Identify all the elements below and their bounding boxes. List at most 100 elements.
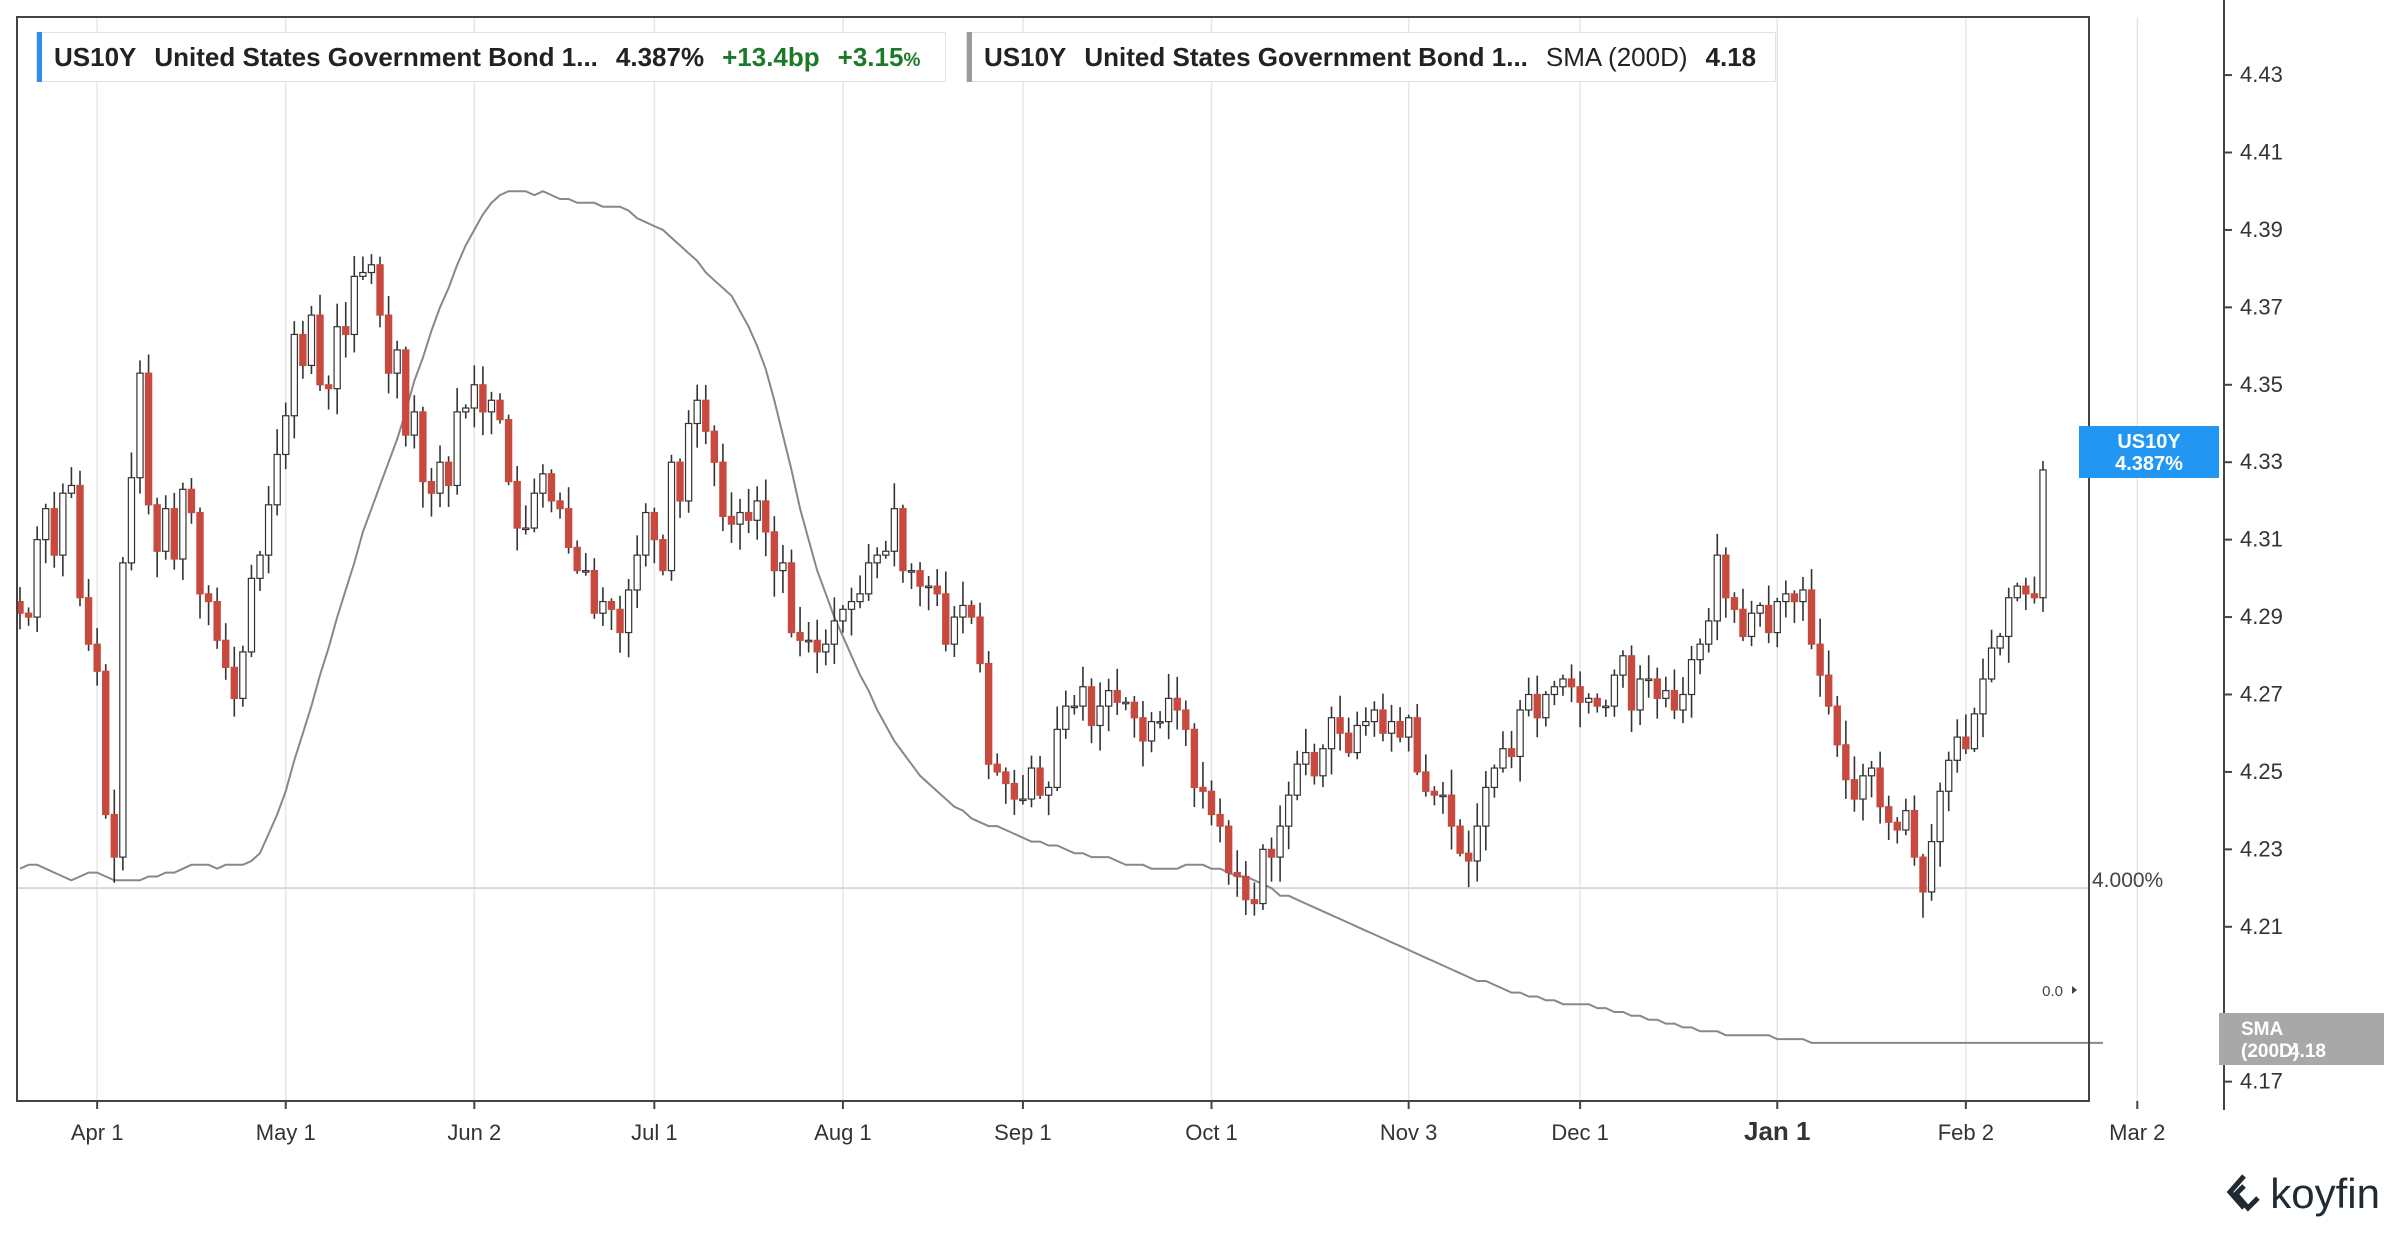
candle-37 [333, 303, 341, 415]
candle-body-33 [299, 333, 307, 367]
candle-187 [1619, 650, 1627, 688]
candle-227 [1962, 714, 1970, 754]
candle-50 [444, 456, 453, 507]
candle-body-67 [590, 570, 599, 614]
legend-secondary-name: United States Government Bond 1... [1084, 41, 1528, 72]
candle-body-63 [556, 500, 564, 510]
candle-body-18 [170, 508, 178, 560]
candle-134 [1164, 673, 1173, 740]
candle-69 [607, 598, 616, 630]
candle-body-129 [1122, 701, 1130, 705]
candle-206 [1782, 580, 1790, 618]
candle-132 [1147, 712, 1156, 753]
candle-body-54 [479, 384, 487, 413]
candle-body-115 [1002, 771, 1010, 785]
candle-9 [93, 628, 101, 686]
candle-2 [33, 526, 41, 632]
candle-body-221 [1910, 810, 1919, 858]
legend-primary[interactable]: US10Y United States Government Bond 1...… [36, 32, 946, 82]
candle-27 [247, 564, 256, 658]
candle-99 [864, 544, 873, 601]
candle-body-52 [462, 407, 470, 413]
candle-207 [1790, 590, 1799, 623]
candle-body-187 [1619, 655, 1627, 676]
zero-label: 0.0 [2042, 983, 2063, 1000]
candle-102 [890, 483, 899, 567]
candle-body-95 [830, 620, 839, 645]
candle-body-97 [847, 600, 856, 610]
candle-76 [667, 454, 676, 581]
candle-body-156 [1353, 724, 1361, 754]
candle-130 [1130, 696, 1139, 738]
candle-body-179 [1550, 686, 1559, 696]
candle-body-143 [1242, 875, 1250, 901]
candle-body-117 [1019, 798, 1027, 802]
legend-secondary[interactable]: US10Y United States Government Bond 1...… [966, 32, 1776, 82]
candle-body-165 [1430, 790, 1439, 796]
candle-195 [1687, 645, 1696, 718]
candle-208 [1799, 576, 1807, 621]
candle-235 [2030, 576, 2039, 604]
candle-15 [144, 354, 153, 515]
candle-32 [290, 321, 298, 439]
candle-body-148 [1284, 794, 1293, 827]
candle-236 [2039, 460, 2047, 612]
y-axis: 4.43 4.41 4.39 4.37 4.35 4.33 4.31 4.29 4.27 4.25… [2223, 0, 2283, 1110]
legend-secondary-ticker: US10Y [984, 41, 1067, 72]
candle-body-79 [693, 399, 701, 425]
candle-51 [453, 387, 461, 495]
candle-body-152 [1319, 748, 1327, 777]
candle-163 [1413, 703, 1421, 776]
candle-85 [744, 488, 753, 534]
candle-103 [899, 504, 907, 583]
candle-58 [513, 465, 521, 551]
candle-body-169 [1464, 852, 1473, 862]
candle-body-184 [1593, 697, 1601, 707]
candle-193 [1670, 669, 1679, 720]
candle-233 [2013, 582, 2021, 602]
candle-154 [1336, 695, 1344, 751]
candle-146 [1267, 837, 1276, 882]
candle-158 [1370, 701, 1379, 737]
candle-body-91 [796, 631, 804, 641]
candle-body-17 [162, 508, 170, 552]
koyfin-logo[interactable]: koyfin [2222, 1170, 2380, 1218]
candle-body-60 [530, 492, 539, 529]
candle-42 [376, 256, 384, 328]
candle-body-82 [719, 461, 727, 518]
candle-body-101 [882, 550, 890, 556]
candle-body-236 [2039, 469, 2047, 599]
candle-body-161 [1396, 720, 1404, 738]
candle-body-41 [367, 264, 376, 274]
candle-body-40 [359, 271, 367, 277]
candle-body-122 [1062, 705, 1070, 730]
candle-22 [204, 585, 213, 626]
candle-175 [1516, 699, 1524, 782]
candle-body-167 [1447, 794, 1456, 827]
candle-body-66 [582, 570, 590, 573]
candle-205 [1773, 597, 1781, 648]
candle-10 [102, 664, 110, 819]
candle-body-4 [50, 508, 58, 556]
candle-105 [916, 562, 924, 607]
candle-body-195 [1687, 659, 1696, 696]
candle-66 [582, 553, 590, 576]
y-tick-label-10: 4.23 [2240, 836, 2283, 861]
x-tick-label-9: Jan 1 [1744, 1116, 1811, 1146]
y-tick-label-8: 4.27 [2240, 682, 2283, 707]
x-tick-label-2: Jun 2 [447, 1120, 501, 1145]
candle-body-219 [1893, 821, 1901, 831]
candle-127 [1104, 678, 1113, 732]
candle-body-217 [1876, 767, 1884, 808]
candle-80 [702, 384, 710, 445]
candle-body-1 [24, 612, 33, 618]
candle-body-92 [804, 639, 813, 643]
candle-46 [410, 395, 418, 449]
candle-body-100 [873, 554, 881, 564]
candle-91 [796, 606, 804, 657]
candle-191 [1653, 667, 1661, 719]
sma-200d-line [19, 190, 2103, 1044]
candle-body-207 [1790, 593, 1799, 603]
sma-badge-label-2: (200D) [2241, 1041, 2299, 1062]
